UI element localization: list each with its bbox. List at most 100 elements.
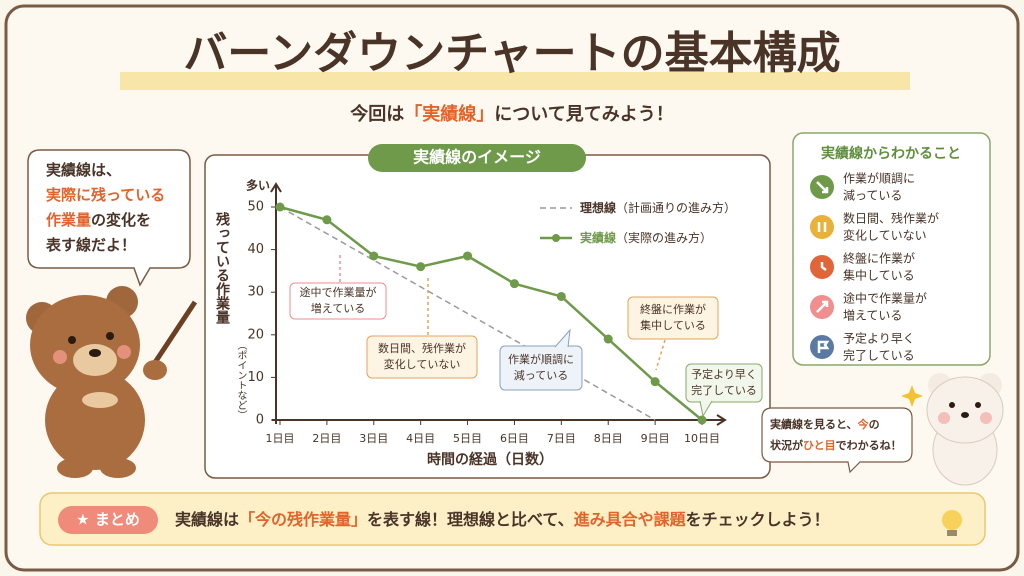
info-text: 完了している [843,348,915,363]
annotation-text: 減っている [514,368,568,382]
data-point [603,334,613,344]
data-point [509,279,519,289]
chart-title: 実績線のイメージ [413,148,541,167]
data-point [697,415,707,425]
x-tick-label: 1日目 [266,432,295,445]
text: の変化を [91,211,151,229]
annotation-tail [699,400,713,418]
legend-entry: 実績線（実際の進み方） [580,230,712,245]
annotation-box [366,335,478,379]
summary-bar [39,492,986,546]
info-text: 減っている [843,188,902,203]
summary-label: ★ まとめ [76,511,140,529]
text: 表す線だよ！ [46,236,136,254]
info-icon-glyph [820,262,827,271]
bubble-line: 実績線は、 [46,161,121,179]
text: ひと目 [803,439,836,452]
info-text: 終盤に作業が [843,251,915,266]
legend-name: 実績線 [580,230,616,245]
info-icon-glyph [816,300,829,313]
data-point [650,377,660,387]
title-highlight [120,72,910,90]
title: バーンダウンチャートの基本構成 [183,28,840,79]
bear-illustration [26,286,198,478]
annotation-text: 終盤に作業が [640,302,706,316]
text: 実績線を見ると、 [770,417,858,431]
info-panel [792,132,991,366]
y-tick-label: 20 [247,327,264,342]
info-text: 途中で作業量が [843,291,927,306]
text: 実績線は、 [46,161,121,179]
annotation-text: 完了している [691,383,757,397]
y-axis [270,182,282,424]
info-icon-glyph [817,340,830,353]
x-tick-label: 6日目 [500,432,529,445]
y-axis-sublabel: （ポイントなど） [235,340,247,420]
summary-text: 実績線は「今の残作業量」を表す線！理想線と比べて、進み具合や課題をチェックしよう… [175,510,830,529]
legend-entry: 理想線（計画通りの進み方） [580,200,736,215]
text: 進み具合や課題 [574,510,687,529]
info-icon-glyph [817,222,827,232]
info-icon [810,215,834,239]
subtitle-part: 今回は [350,103,404,125]
annotation-text: 数日間、残作業が [378,341,466,355]
y-axis-label: 残っている作業量 [214,211,231,325]
data-point [556,291,566,301]
bubble-line: 表す線だよ！ [46,236,136,254]
x-tick-label: 9日目 [641,432,670,445]
bubble-line: 実際に残っている [46,186,165,204]
x-tick-label: 4日目 [406,432,435,445]
legend-name: 理想線 [580,200,616,215]
x-tick-label: 7日目 [547,432,576,445]
info-list: 作業が順調に減っている数日間、残作業が変化していない終盤に作業が集中している途中… [810,171,939,363]
annotation-box [289,282,387,320]
text: でわかるね！ [836,439,902,452]
text: 今 [857,417,870,431]
text: の [869,418,880,431]
y-tick-label: 50 [247,200,264,215]
y-tick-label: 10 [247,370,264,385]
x-tick-label: 5日目 [453,432,482,445]
subtitle-part: 「実績線」 [404,103,494,125]
speech-bubble [27,149,191,287]
x-axis [272,414,727,426]
series-line [279,206,656,421]
info-title: 実績線からわかること [821,145,961,162]
annotation-arrow [655,339,666,371]
data-point [416,262,426,272]
text: 状況が [770,438,803,452]
data-point [322,215,332,225]
annotation-tail [554,328,571,348]
lightbulb-icon [942,510,962,536]
text: 「今の残作業量」 [239,510,367,529]
info-text: 増えている [843,309,902,323]
subtitle: 今回は「実績線」について見てみよう！ [350,103,673,125]
x-axis-label: 時間の経過（日数） [427,451,553,468]
subtitle-part: について見てみよう！ [494,104,673,125]
text: 実績線は [175,510,239,529]
y-tick-label: 0 [256,413,264,428]
data-point [275,202,285,212]
text: を表す線！理想線と比べて、 [367,510,574,529]
text: をチェックしよう！ [686,510,830,529]
bubble-line: 作業量の変化を [46,211,151,229]
text: 作業量 [46,211,91,229]
annotation-box [627,296,719,340]
info-text: 作業が順調に [843,171,915,186]
x-tick-label: 8日目 [594,432,623,445]
annotation-text: 途中で作業量が [300,285,377,299]
y-tick-label: 40 [247,242,264,257]
y-tick-label: 30 [247,285,264,300]
info-text: 予定より早く [843,331,915,346]
legend-note: （実際の進み方） [616,230,712,245]
data-point [463,251,473,261]
chart-title-pill [368,144,586,172]
info-text: 数日間、残作業が [843,211,939,226]
info-text: 集中している [843,268,915,283]
text: 実際に残っている [46,186,165,204]
legend-dot [552,234,560,242]
annotation-box [499,345,583,391]
data-point [369,251,379,261]
annotation-text: 予定より早く [691,367,757,381]
